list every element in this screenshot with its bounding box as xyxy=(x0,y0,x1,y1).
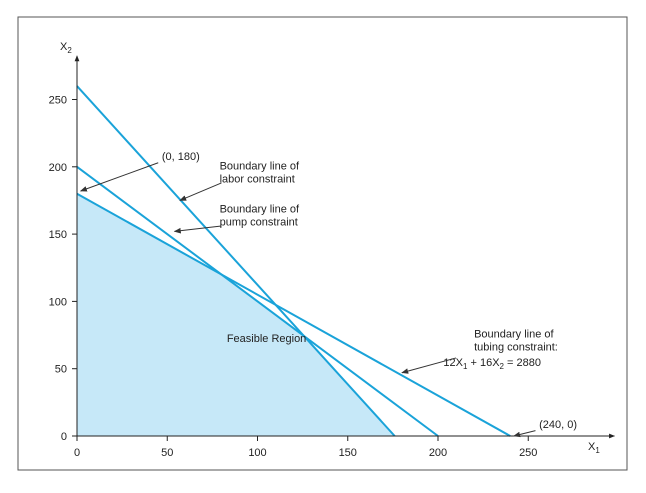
annotation-arrow-tubing-label xyxy=(401,357,457,374)
annotation-arrow-point-0-180 xyxy=(79,162,159,192)
series-line-labor xyxy=(76,85,396,437)
tubing-equation: 12X1 + 16X2 = 2880 xyxy=(443,357,541,371)
y-tick-label: 200 xyxy=(49,162,67,174)
series-line-tubing xyxy=(76,192,511,437)
annotation-tubing-label: Boundary line of tubing constraint: xyxy=(474,329,558,354)
x-tick-label: 0 xyxy=(74,447,80,459)
y-tick-label: 0 xyxy=(61,431,67,443)
y-tick-label: 100 xyxy=(49,296,67,308)
x-tick-label: 150 xyxy=(339,447,357,459)
series-line-pump xyxy=(76,165,439,437)
annotation-point-0-180: (0, 180) xyxy=(162,151,200,163)
x-tick-label: 200 xyxy=(429,447,447,459)
x-tick-label: 250 xyxy=(519,447,537,459)
annotation-arrow-pump-label xyxy=(173,225,222,234)
x-tick-label: 50 xyxy=(161,447,173,459)
feasible-region xyxy=(77,193,395,436)
x-axis-subscript: 1 xyxy=(595,446,600,455)
annotation-point-240-0: (240, 0) xyxy=(539,419,577,431)
y-tick-label: 250 xyxy=(49,95,67,107)
y-tick-label: 150 xyxy=(49,229,67,241)
annotation-labor-label: Boundary line of labor constraint xyxy=(220,160,300,185)
feasible-region-label: Feasible Region xyxy=(227,333,307,345)
annotation-arrow-point-240-0 xyxy=(513,430,536,438)
y-tick-label: 50 xyxy=(55,364,67,376)
y-axis-subscript: 2 xyxy=(67,46,72,55)
x-tick-label: 100 xyxy=(248,447,266,459)
annotation-pump-label: Boundary line of pump constraint xyxy=(220,204,300,229)
annotation-arrow-labor-label xyxy=(179,182,222,201)
